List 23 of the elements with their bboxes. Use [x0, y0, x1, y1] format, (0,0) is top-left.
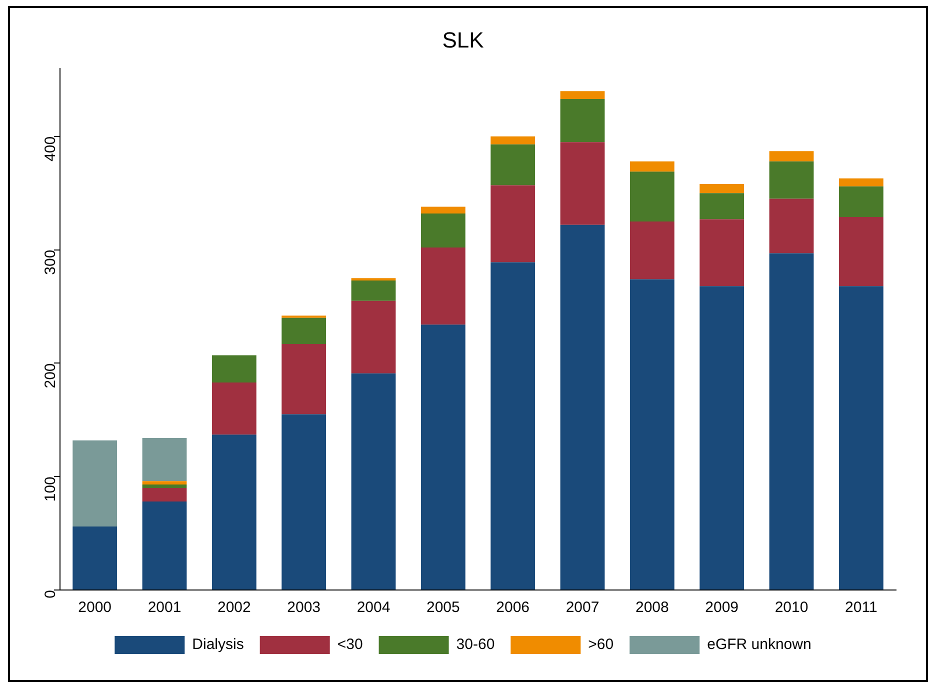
x-tick-label: 2000 — [78, 599, 112, 616]
y-tick-label: 300 — [42, 250, 60, 275]
x-tick-label: 2009 — [705, 599, 739, 616]
legend-label: 30-60 — [456, 636, 495, 654]
x-tick-label: 2003 — [287, 599, 321, 616]
legend-label: Dialysis — [192, 636, 244, 654]
y-tick-label: 0 — [42, 590, 60, 598]
x-tick-label: 2011 — [845, 599, 878, 616]
legend-label: >60 — [588, 636, 614, 654]
x-tick-label: 2002 — [217, 599, 251, 616]
x-tick-label: 2005 — [426, 599, 460, 616]
x-tick-label: 2008 — [635, 599, 669, 616]
x-tick-label: 2010 — [774, 599, 808, 616]
legend-label: <30 — [337, 636, 363, 654]
x-tick-label: 2004 — [356, 599, 390, 616]
y-tick-label: 100 — [42, 476, 60, 502]
x-tick-label: 2007 — [566, 599, 600, 616]
y-tick-label: 200 — [42, 363, 60, 388]
x-tick-label: 2001 — [148, 599, 182, 616]
y-tick-label: 400 — [42, 136, 60, 162]
chart-title: SLK — [442, 27, 484, 52]
legend-label: eGFR unknown — [707, 636, 812, 654]
x-tick-label: 2006 — [496, 599, 530, 616]
